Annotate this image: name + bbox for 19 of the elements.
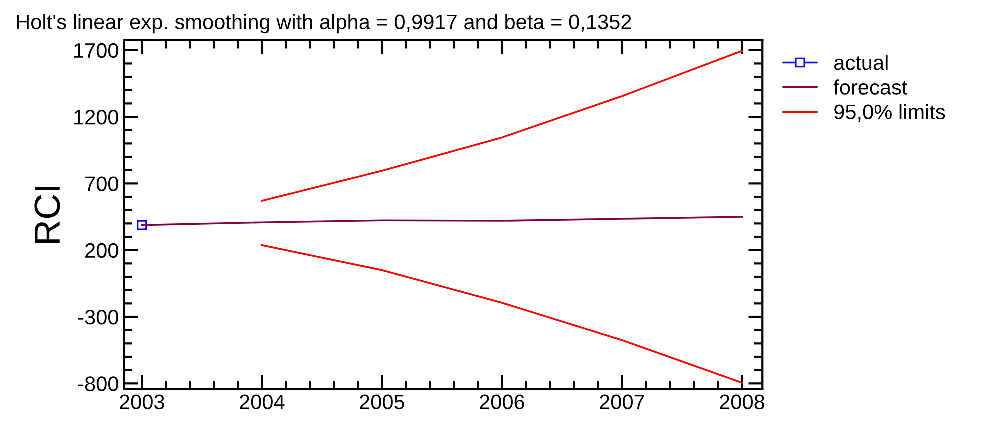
chart-title: Holt's linear exp. smoothing with alpha = 0,9917 and beta = 0,1352 — [17, 14, 632, 34]
line-series — [261, 50, 744, 202]
x-tick-label: 2008 — [720, 394, 764, 410]
y-tick-label: 1700 — [74, 43, 118, 58]
legend-label: 95,0% limits — [834, 104, 946, 122]
legend-label: forecast — [834, 80, 908, 95]
y-tick-label: -800 — [78, 376, 118, 392]
y-tick-label: 200 — [86, 243, 118, 258]
legend-label: actual — [834, 54, 888, 70]
x-tick-label: 2007 — [600, 394, 644, 410]
x-tick-label: 2003 — [120, 394, 164, 410]
x-tick-label: 2004 — [240, 394, 285, 410]
y-tick-label: 700 — [86, 176, 118, 192]
y-axis-title: RCI — [34, 187, 60, 244]
y-tick-label: 1200 — [74, 110, 118, 125]
x-tick-label: 2006 — [480, 394, 524, 410]
x-tick-label: 2005 — [360, 394, 404, 410]
y-tick-label: -300 — [78, 310, 118, 325]
line-series — [261, 244, 744, 384]
